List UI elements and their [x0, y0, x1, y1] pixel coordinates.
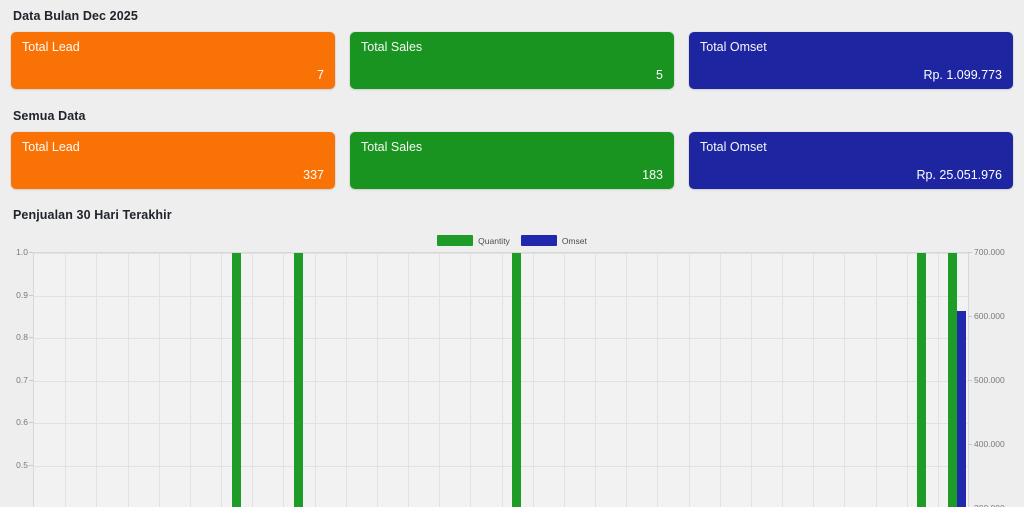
chart-gridline-vertical	[813, 253, 814, 507]
chart-gridline-vertical	[720, 253, 721, 507]
chart-gridline-vertical	[96, 253, 97, 507]
chart-gridline-vertical	[502, 253, 503, 507]
legend-swatch-icon	[520, 235, 557, 246]
chart-left-axis-tickmark	[29, 337, 33, 338]
chart-right-axis-line	[968, 252, 969, 507]
chart-gridline-vertical	[283, 253, 284, 507]
chart-gridline-vertical	[128, 253, 129, 507]
section-title-semua: Semua Data	[13, 109, 86, 123]
chart-right-axis-tickmark	[968, 380, 972, 381]
chart-gridline-vertical	[782, 253, 783, 507]
chart-left-axis-tickmark	[29, 465, 33, 466]
chart-right-axis-tick: 300.000	[974, 503, 1005, 507]
chart-gridline-vertical	[907, 253, 908, 507]
chart-gridline-vertical	[938, 253, 939, 507]
stat-card-label: Total Omset	[700, 140, 767, 154]
stat-card-total-lead-bulan[interactable]: Total Lead 7	[11, 32, 335, 89]
chart-gridline-vertical	[876, 253, 877, 507]
chart-gridline-vertical	[439, 253, 440, 507]
chart-gridline-vertical	[657, 253, 658, 507]
stat-card-label: Total Lead	[22, 40, 80, 54]
stat-card-total-lead-semua[interactable]: Total Lead 337	[11, 132, 335, 189]
chart-left-axis: 1.0 0.9 0.8 0.7 0.6 0.5	[0, 247, 33, 507]
chart-right-axis-tickmark	[968, 252, 972, 253]
chart-legend-item-omset[interactable]: Omset	[520, 235, 587, 246]
chart-plot-area	[33, 252, 968, 507]
chart-left-axis-tickmark	[29, 295, 33, 296]
chart-gridline-horizontal	[34, 296, 968, 297]
chart-right-axis-tick: 700.000	[974, 247, 1005, 257]
chart-bar-quantity[interactable]	[512, 253, 521, 507]
chart-gridline-horizontal	[34, 423, 968, 424]
chart-left-axis-tickmark	[29, 252, 33, 253]
chart-gridline-horizontal	[34, 253, 968, 254]
chart-right-axis-tick: 400.000	[974, 439, 1005, 449]
stat-card-row-bulan: Total Lead 7 Total Sales 5 Total Omset R…	[11, 32, 1013, 89]
section-title-penjualan: Penjualan 30 Hari Terakhir	[13, 208, 172, 222]
chart-legend: Quantity Omset	[0, 235, 1024, 246]
stat-card-label: Total Sales	[361, 140, 423, 154]
chart-gridline-vertical	[377, 253, 378, 507]
stat-card-value: 5	[656, 68, 663, 82]
chart-bar-quantity[interactable]	[917, 253, 926, 507]
chart-left-axis-tick: 0.9	[16, 290, 28, 300]
chart-gridline-vertical	[470, 253, 471, 507]
chart-gridline-vertical	[252, 253, 253, 507]
chart-gridline-vertical	[844, 253, 845, 507]
chart-left-axis-tick: 1.0	[16, 247, 28, 257]
chart-left-axis-tickmark	[29, 380, 33, 381]
chart-gridline-horizontal	[34, 338, 968, 339]
chart-bar-quantity[interactable]	[948, 253, 957, 507]
stat-card-value: 337	[303, 168, 324, 182]
chart-gridline-vertical	[626, 253, 627, 507]
chart-left-axis-tick: 0.6	[16, 417, 28, 427]
stat-card-label: Total Omset	[700, 40, 767, 54]
chart-bar-quantity[interactable]	[294, 253, 303, 507]
section-title-bulan: Data Bulan Dec 2025	[13, 9, 138, 23]
sales-chart: Quantity Omset 1.0 0.9 0.8 0.7 0.6 0.5 700.000…	[0, 228, 1024, 507]
chart-legend-item-quantity[interactable]: Quantity	[437, 235, 510, 246]
chart-right-axis: 700.000 600.000 500.000 400.000 300.000	[968, 247, 1024, 507]
stat-card-label: Total Sales	[361, 40, 423, 54]
chart-gridline-vertical	[595, 253, 596, 507]
chart-legend-label: Omset	[561, 235, 587, 246]
stat-card-total-omset-semua[interactable]: Total Omset Rp. 25.051.976	[689, 132, 1013, 189]
chart-right-axis-tick: 500.000	[974, 375, 1005, 385]
stat-card-row-semua: Total Lead 337 Total Sales 183 Total Oms…	[11, 132, 1013, 189]
chart-gridline-vertical	[689, 253, 690, 507]
chart-bar-omset[interactable]	[957, 311, 966, 507]
stat-card-value: Rp. 1.099.773	[923, 68, 1002, 82]
stat-card-value: 183	[642, 168, 663, 182]
stat-card-value: Rp. 25.051.976	[916, 168, 1003, 182]
stat-card-total-omset-bulan[interactable]: Total Omset Rp. 1.099.773	[689, 32, 1013, 89]
chart-gridline-vertical	[315, 253, 316, 507]
chart-gridline-vertical	[533, 253, 534, 507]
chart-left-axis-tick: 0.8	[16, 332, 28, 342]
chart-gridline-horizontal	[34, 466, 968, 467]
chart-gridline-vertical	[159, 253, 160, 507]
chart-gridline-vertical	[564, 253, 565, 507]
chart-bar-quantity[interactable]	[232, 253, 241, 507]
chart-gridline-vertical	[751, 253, 752, 507]
stat-card-label: Total Lead	[22, 140, 80, 154]
chart-left-axis-tick: 0.7	[16, 375, 28, 385]
chart-legend-label: Quantity	[478, 235, 510, 246]
chart-left-axis-tick: 0.5	[16, 460, 28, 470]
legend-swatch-icon	[437, 235, 474, 246]
chart-gridline-vertical	[65, 253, 66, 507]
chart-gridline-vertical	[346, 253, 347, 507]
chart-gridline-vertical	[190, 253, 191, 507]
chart-right-axis-tickmark	[968, 316, 972, 317]
chart-gridline-horizontal	[34, 381, 968, 382]
chart-right-axis-tickmark	[968, 444, 972, 445]
chart-gridline-vertical	[408, 253, 409, 507]
stat-card-total-sales-semua[interactable]: Total Sales 183	[350, 132, 674, 189]
chart-right-axis-tick: 600.000	[974, 311, 1005, 321]
chart-left-axis-tickmark	[29, 422, 33, 423]
stat-card-total-sales-bulan[interactable]: Total Sales 5	[350, 32, 674, 89]
stat-card-value: 7	[317, 68, 324, 82]
chart-gridline-vertical	[221, 253, 222, 507]
